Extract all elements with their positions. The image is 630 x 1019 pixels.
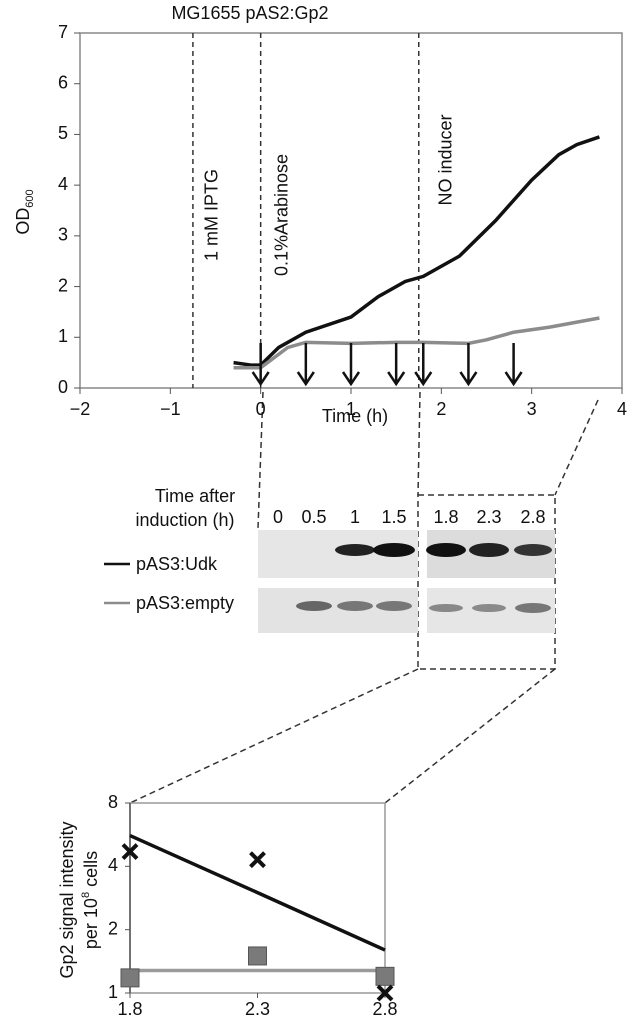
y-tick-label: 1 xyxy=(58,326,68,346)
y-tick-label: 2 xyxy=(58,275,68,295)
sample-arrow xyxy=(414,343,433,387)
point xyxy=(249,851,266,869)
x-tick-label: −1 xyxy=(160,399,181,419)
y-label-text: per 10 xyxy=(81,898,101,949)
y-label-superscript: 8 xyxy=(80,892,92,898)
band xyxy=(335,544,375,556)
sample-arrow xyxy=(341,343,361,387)
y-tick-label: 2 xyxy=(108,918,118,938)
y-tick-label: 8 xyxy=(108,792,118,812)
band xyxy=(469,543,509,557)
x-tick-label: 2.8 xyxy=(372,999,397,1019)
annotation-label: 0.1%Arabinose xyxy=(271,154,291,276)
y-label-main: OD xyxy=(13,208,33,235)
annotation-label: NO inducer xyxy=(436,114,456,205)
band xyxy=(296,601,332,611)
x-tick-label: 4 xyxy=(617,399,627,419)
point xyxy=(375,966,395,986)
zoom-lines xyxy=(129,391,599,804)
lane-label: 1.8 xyxy=(433,507,458,527)
blot-images xyxy=(258,530,555,633)
y-axis-label: OD600 xyxy=(13,189,36,234)
x-tick-label: 1.8 xyxy=(117,999,142,1019)
sample-arrow xyxy=(387,343,406,387)
sample-arrow xyxy=(459,343,478,387)
band xyxy=(515,603,551,613)
lane-label: 0 xyxy=(273,507,283,527)
chart-title: MG1655 pAS2:Gp2 xyxy=(171,3,328,23)
x-axis-label: Time (h) xyxy=(322,406,388,426)
point xyxy=(376,984,394,1002)
series-line xyxy=(233,135,600,367)
band xyxy=(426,543,466,557)
sample-arrow xyxy=(251,343,270,387)
y-tick-label: 4 xyxy=(58,174,68,194)
point xyxy=(248,946,267,966)
band xyxy=(376,601,412,611)
x-tick-label: 0 xyxy=(256,399,266,419)
annotation-label: 1 mM IPTG xyxy=(202,169,222,261)
y-tick-label: 5 xyxy=(58,123,68,143)
fit-line xyxy=(129,833,386,952)
y-label-text: cells xyxy=(81,851,101,887)
blot-header: induction (h) xyxy=(135,510,234,530)
y-tick-label: 3 xyxy=(58,225,68,245)
plot-frame xyxy=(79,32,623,389)
x-tick-label: 2 xyxy=(436,399,446,419)
x-tick-label: −2 xyxy=(70,399,91,419)
y-tick-label: 7 xyxy=(58,22,68,42)
band xyxy=(337,601,373,611)
sample-arrow xyxy=(296,343,315,387)
lane-label: 2.3 xyxy=(476,507,501,527)
point xyxy=(120,968,140,988)
y-axis-label: per 108 cells xyxy=(80,851,101,949)
x-tick-label: 2.3 xyxy=(245,999,270,1019)
y-tick-label: 1 xyxy=(108,982,118,1002)
band xyxy=(429,604,463,612)
blot-header: Time after xyxy=(155,486,235,506)
x-tick-label: 3 xyxy=(527,399,537,419)
y-axis-label: Gp2 signal intensity xyxy=(57,821,77,978)
y-label-subscript: 600 xyxy=(24,189,36,207)
lane-label: 2.8 xyxy=(520,507,545,527)
band xyxy=(373,543,415,557)
lane-label: 1.5 xyxy=(381,507,406,527)
band xyxy=(514,544,552,556)
point xyxy=(121,843,139,861)
band xyxy=(472,604,506,612)
lane-label: 1 xyxy=(350,507,360,527)
legend-label: pAS3:empty xyxy=(136,593,234,613)
y-tick-label: 6 xyxy=(58,72,68,92)
y-tick-label: 4 xyxy=(108,855,118,875)
x-tick-label: 1 xyxy=(346,399,356,419)
legend-label: pAS3:Udk xyxy=(136,554,218,574)
y-tick-label: 0 xyxy=(58,377,68,397)
series-line xyxy=(233,316,600,370)
sample-arrow xyxy=(504,343,523,387)
lane-label: 0.5 xyxy=(301,507,326,527)
